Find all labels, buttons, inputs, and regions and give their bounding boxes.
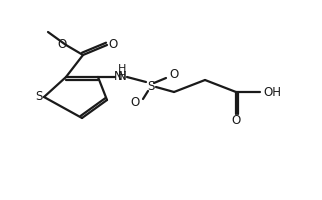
Text: OH: OH — [263, 86, 281, 98]
Text: O: O — [57, 38, 67, 50]
Text: O: O — [232, 114, 241, 128]
Text: N: N — [118, 71, 126, 84]
Text: H: H — [118, 64, 126, 74]
Text: O: O — [130, 96, 140, 108]
Text: O: O — [109, 38, 118, 50]
Text: N: N — [114, 70, 122, 82]
Text: H: H — [118, 71, 126, 81]
Text: O: O — [169, 68, 179, 82]
Text: S: S — [35, 90, 43, 102]
Text: S: S — [147, 80, 155, 94]
